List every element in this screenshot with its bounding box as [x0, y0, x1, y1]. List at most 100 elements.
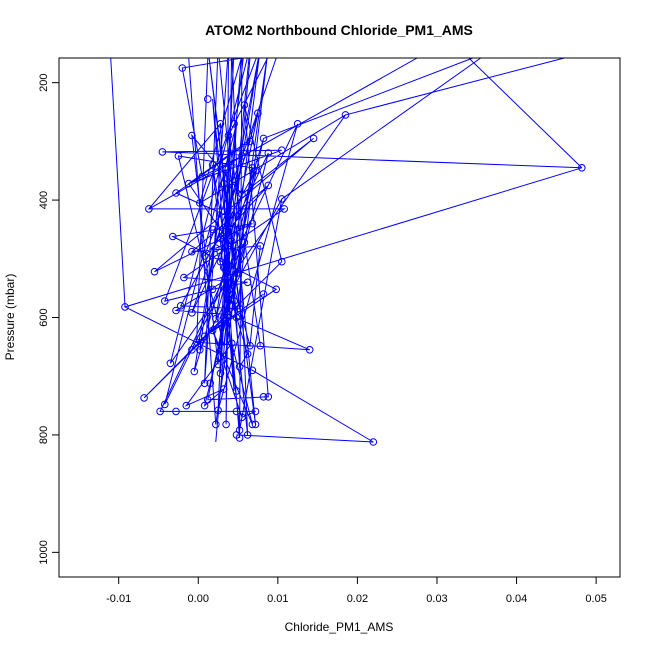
data-point	[305, 346, 314, 354]
data-point	[369, 438, 378, 446]
data-point	[214, 406, 222, 415]
data-point	[140, 394, 148, 402]
y-axis: 200 400 600 800 1000	[38, 73, 60, 565]
data-point	[166, 359, 175, 368]
data-point	[309, 134, 318, 143]
plot-frame	[58, 57, 621, 578]
data-point	[200, 332, 209, 341]
data-point	[121, 303, 129, 311]
x-tick-label: 0.03	[426, 593, 447, 605]
series-segment	[263, 58, 473, 139]
data-point	[196, 346, 204, 354]
data-point	[278, 257, 286, 266]
data-point	[235, 434, 244, 442]
data-point	[238, 413, 246, 422]
x-axis: -0.01 0.00 0.01 0.02 0.03 0.04 0.05	[106, 576, 607, 605]
data-point	[280, 205, 289, 213]
data-point	[240, 238, 249, 247]
data-point	[248, 219, 257, 228]
data-point	[272, 285, 281, 294]
data-point	[224, 131, 233, 140]
data-point	[251, 166, 260, 175]
data-point	[248, 420, 257, 429]
data-point	[264, 181, 273, 190]
x-tick-label: 0.00	[188, 593, 209, 605]
data-point	[172, 407, 180, 416]
data-point	[180, 273, 188, 282]
y-tick-label: 600	[38, 308, 50, 326]
data-point	[219, 263, 228, 272]
data-point	[578, 164, 586, 172]
data-point	[293, 120, 302, 128]
data-point	[200, 401, 209, 410]
series-layer	[110, 50, 586, 446]
data-point	[172, 306, 180, 315]
data-point	[230, 297, 238, 305]
data-point	[212, 314, 220, 323]
data-point	[243, 278, 252, 287]
data-point	[178, 64, 187, 72]
data-point	[259, 393, 268, 401]
series-segment	[110, 58, 126, 307]
data-point	[243, 431, 252, 439]
data-point	[267, 50, 274, 57]
data-point	[196, 199, 204, 207]
series-segment	[281, 58, 482, 200]
data-point	[174, 152, 183, 160]
data-point	[208, 326, 217, 335]
data-point	[208, 161, 217, 169]
data-point	[150, 267, 159, 276]
series-segment	[188, 58, 217, 425]
data-point	[176, 302, 185, 310]
y-axis-label: Pressure (mbar)	[3, 274, 17, 361]
data-point	[216, 234, 225, 242]
y-tick-label: 400	[38, 191, 50, 209]
data-point	[222, 165, 230, 174]
data-point	[259, 134, 268, 143]
data-point	[278, 146, 286, 154]
x-tick-label: 0.05	[585, 593, 606, 605]
data-point	[190, 367, 199, 376]
data-point	[254, 109, 262, 117]
data-point	[156, 407, 164, 416]
data-point	[230, 120, 238, 128]
data-point	[256, 341, 265, 350]
series-segment	[148, 58, 418, 210]
x-tick-label: 0.04	[506, 593, 527, 605]
data-point	[188, 247, 196, 256]
data-point	[200, 379, 209, 388]
data-point	[222, 420, 230, 429]
data-point	[192, 338, 201, 347]
data-point	[158, 148, 167, 156]
data-point	[219, 385, 228, 393]
series-segment	[196, 58, 209, 343]
data-point	[214, 360, 222, 369]
data-point	[232, 407, 241, 416]
x-tick-label: -0.01	[106, 593, 131, 605]
data-point	[232, 313, 241, 322]
data-point	[248, 366, 257, 375]
data-point	[172, 189, 180, 197]
data-point	[161, 400, 169, 409]
data-point	[206, 379, 214, 388]
data-point	[200, 252, 209, 260]
data-point	[278, 195, 286, 203]
data-point	[232, 387, 241, 395]
data-point	[188, 131, 196, 140]
data-point	[240, 101, 249, 109]
data-point	[216, 369, 225, 378]
data-point	[145, 205, 153, 213]
data-point	[182, 401, 191, 410]
y-tick-label: 200	[38, 73, 50, 91]
data-point	[219, 179, 228, 188]
series-segment	[247, 58, 277, 142]
chart-title: ATOM2 Northbound Chloride_PM1_AMS	[205, 22, 473, 38]
data-point	[341, 111, 350, 119]
data-point	[246, 341, 254, 350]
data-point	[161, 297, 169, 305]
data-point	[235, 426, 244, 435]
data-point	[232, 269, 241, 278]
data-point	[264, 149, 273, 157]
data-point	[227, 339, 236, 348]
x-tick-label: 0.02	[347, 593, 368, 605]
